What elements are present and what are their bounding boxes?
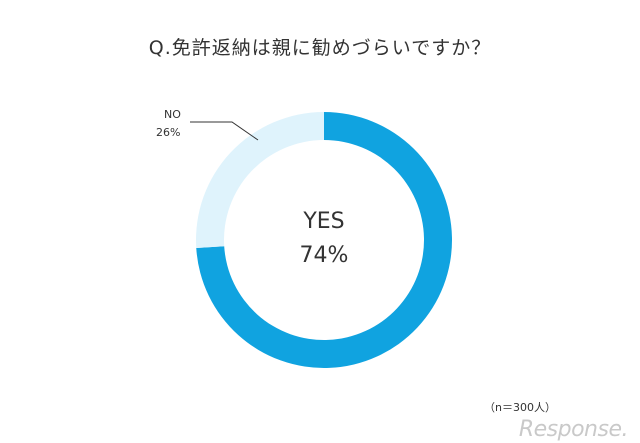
sample-size-note: （n＝300人） [484,401,556,414]
center-label-yes: YES [302,209,344,234]
chart-title: Q.免許返納は親に勧めづらいですか？ [149,37,491,59]
callout-label-no: NO [164,108,181,121]
donut-chart [196,112,452,368]
callout-value-no: 26% [156,126,180,139]
response-watermark-logo: Response. [519,417,628,442]
center-value-yes: 74% [300,243,349,268]
no-callout-line [190,121,259,141]
donut-slice-no [196,112,324,249]
